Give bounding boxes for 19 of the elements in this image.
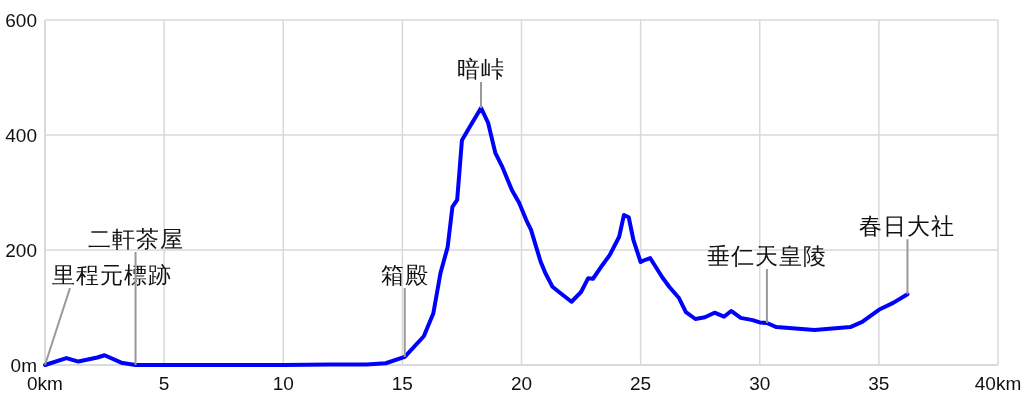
y-tick-label: 600 <box>5 10 37 31</box>
x-tick-label: 5 <box>158 373 170 394</box>
x-tick-label: 0km <box>27 373 63 394</box>
x-tick-label: 10 <box>272 373 294 394</box>
x-tick-label: 30 <box>749 373 771 394</box>
annotation: 二軒茶屋 <box>87 226 184 252</box>
y-tick-label: 400 <box>5 125 37 146</box>
y-tick-label: 0m <box>10 355 37 376</box>
x-tick-label: 15 <box>391 373 413 394</box>
annotation: 箱殿 <box>380 261 429 288</box>
x-tick-label: 25 <box>630 373 652 394</box>
x-tick-label: 20 <box>510 373 533 394</box>
y-tick-label: 200 <box>5 240 37 261</box>
x-tick-label: 35 <box>868 373 890 394</box>
annotation: 里程元標跡 <box>52 262 172 288</box>
x-tick-label: 40km <box>974 373 1022 394</box>
annotation: 暗峠 <box>457 55 505 82</box>
annotation: 春日大社 <box>859 213 956 240</box>
annotation: 垂仁天皇陵 <box>706 243 827 269</box>
